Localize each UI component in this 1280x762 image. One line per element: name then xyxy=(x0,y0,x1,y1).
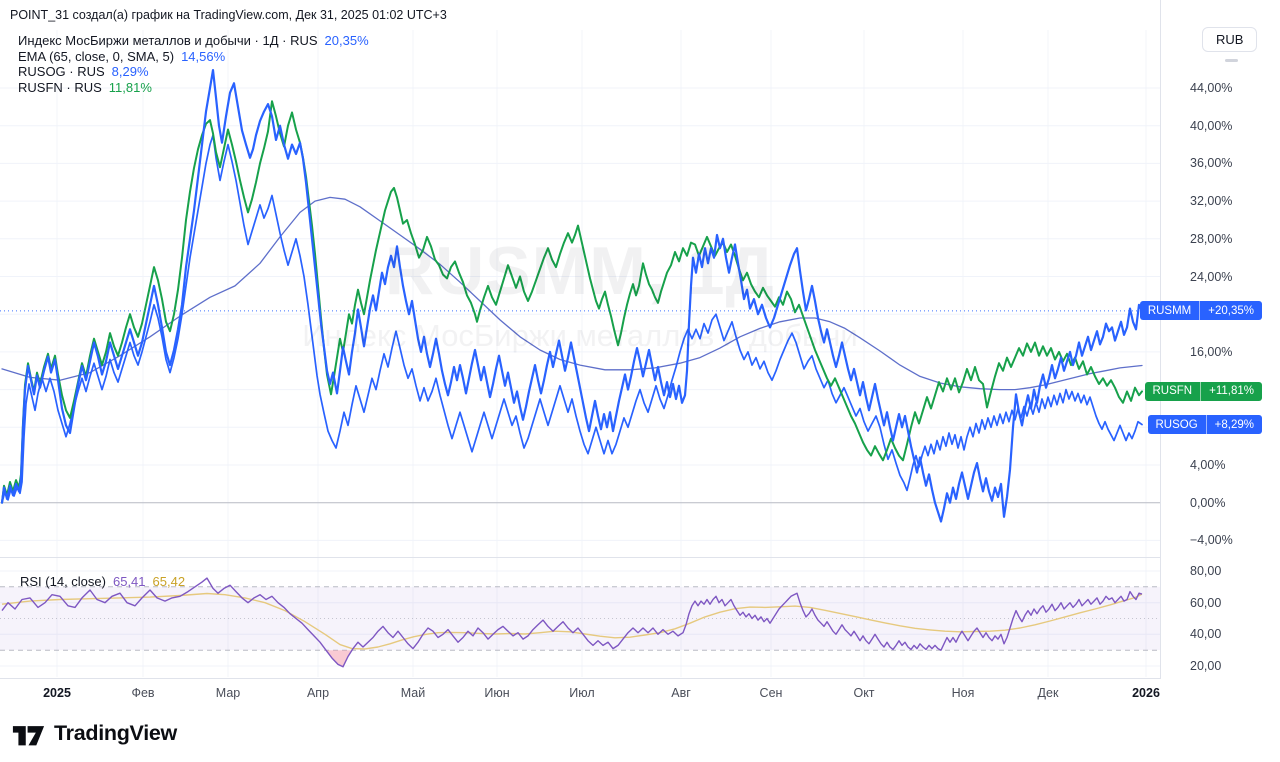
series-ema65 xyxy=(1,196,1143,391)
tradingview-logo[interactable]: TradingView xyxy=(12,720,177,747)
badge-ticker: RUSMM xyxy=(1140,301,1201,321)
time-label: 2026 xyxy=(1132,686,1160,700)
time-label: Май xyxy=(400,686,426,700)
rsi-oversold-fill xyxy=(326,650,352,667)
time-label: Фев xyxy=(131,686,155,700)
legend-ema[interactable]: EMA (65, close, 0, SMA, 5) 14,56% xyxy=(18,49,369,65)
price-scale[interactable]: RUB 44,00% 40,00% 36,00% 32,00% 28,00% 24,00%… xyxy=(1161,0,1280,706)
price-label: 0,00% xyxy=(1190,495,1226,510)
legend-rusfn[interactable]: RUSFN · RUS 11,81% xyxy=(18,80,369,96)
price-label: 4,00% xyxy=(1190,458,1226,472)
series-rsi xyxy=(1,577,1143,668)
time-label: Июл xyxy=(569,686,595,700)
scale-handle-dash xyxy=(1225,59,1238,62)
price-badge-rusog: RUSOG +8,29% xyxy=(1147,415,1262,435)
price-chart-canvas[interactable] xyxy=(0,0,1280,706)
price-label: 24,00% xyxy=(1190,269,1233,284)
legend-rusog-value: 8,29% xyxy=(111,64,149,80)
price-badge-rusmm: RUSMM +20,35% xyxy=(1139,301,1262,321)
price-label: 44,00% xyxy=(1190,81,1233,95)
legend-ema-label: EMA (65, close, 0, SMA, 5) xyxy=(18,48,175,64)
legend-rusog-label: RUSOG · RUS xyxy=(18,64,105,80)
rsi-scale-label: 20,00 xyxy=(1190,659,1222,673)
price-label: 16,00% xyxy=(1190,344,1233,359)
time-label: Ноя xyxy=(951,686,975,700)
price-label: 36,00% xyxy=(1190,156,1233,171)
chart-attribution-title: POINT_31 создал(а) график на TradingView… xyxy=(10,8,447,22)
legend-main-series[interactable]: Индекс МосБиржи металлов и добычи · 1Д ·… xyxy=(18,33,369,49)
legend-rusfn-label: RUSFN · RUS xyxy=(18,79,102,95)
time-label: Авг xyxy=(671,686,691,700)
time-label: 2025 xyxy=(43,686,71,700)
time-label: Апр xyxy=(306,686,330,700)
badge-value: +20,35% xyxy=(1208,304,1254,317)
price-label: 40,00% xyxy=(1190,118,1233,133)
time-label: Дек xyxy=(1037,686,1059,700)
tradingview-logo-icon xyxy=(12,726,45,746)
legend: Индекс МосБиржи металлов и добычи · 1Д ·… xyxy=(18,33,369,95)
price-badge-rusfn: RUSFN +11,81% xyxy=(1144,381,1262,401)
series-rusog xyxy=(1,134,1143,504)
legend-ema-value: 14,56% xyxy=(181,48,226,64)
rsi-legend[interactable]: RSI (14, close) 65,41 65,42 xyxy=(20,574,185,589)
rsi-scale-label: 40,00 xyxy=(1190,627,1222,642)
legend-main-label: Индекс МосБиржи металлов и добычи · 1Д ·… xyxy=(18,33,318,48)
badge-ticker: RUSOG xyxy=(1148,415,1207,435)
badge-value: +8,29% xyxy=(1214,418,1254,431)
rsi-legend-label: RSI (14, close) xyxy=(20,574,106,589)
tradingview-logo-text: TradingView xyxy=(54,721,177,745)
time-label: Июн xyxy=(484,686,510,700)
price-label: 28,00% xyxy=(1190,231,1233,246)
rsi-value: 65,41 xyxy=(112,574,146,589)
badge-value: +11,81% xyxy=(1209,385,1254,398)
rsi-ma-value: 65,42 xyxy=(152,574,186,589)
price-label: 32,00% xyxy=(1190,194,1233,209)
badge-ticker: RUSFN xyxy=(1145,381,1202,401)
rsi-scale-label: 60,00 xyxy=(1190,595,1222,610)
time-label: Окт xyxy=(853,686,875,700)
legend-rusfn-value: 11,81% xyxy=(108,79,152,95)
time-label: Мар xyxy=(215,686,241,700)
footer: TradingView xyxy=(0,707,1280,762)
time-scale[interactable]: 2025 Фев Мар Апр Май Июн Июл Авг Сен Окт Ноя Дек 202… xyxy=(0,679,1280,706)
series-rusfn xyxy=(1,100,1143,504)
legend-rusog[interactable]: RUSOG · RUS 8,29% xyxy=(18,64,369,80)
rsi-scale-label: 80,00 xyxy=(1190,564,1222,578)
series-rusmm xyxy=(0,68,1144,523)
legend-main-value: 20,35% xyxy=(324,33,369,48)
currency-button[interactable]: RUB xyxy=(1202,27,1258,52)
time-label: Сен xyxy=(759,686,783,700)
price-label: −4,00% xyxy=(1190,533,1233,548)
